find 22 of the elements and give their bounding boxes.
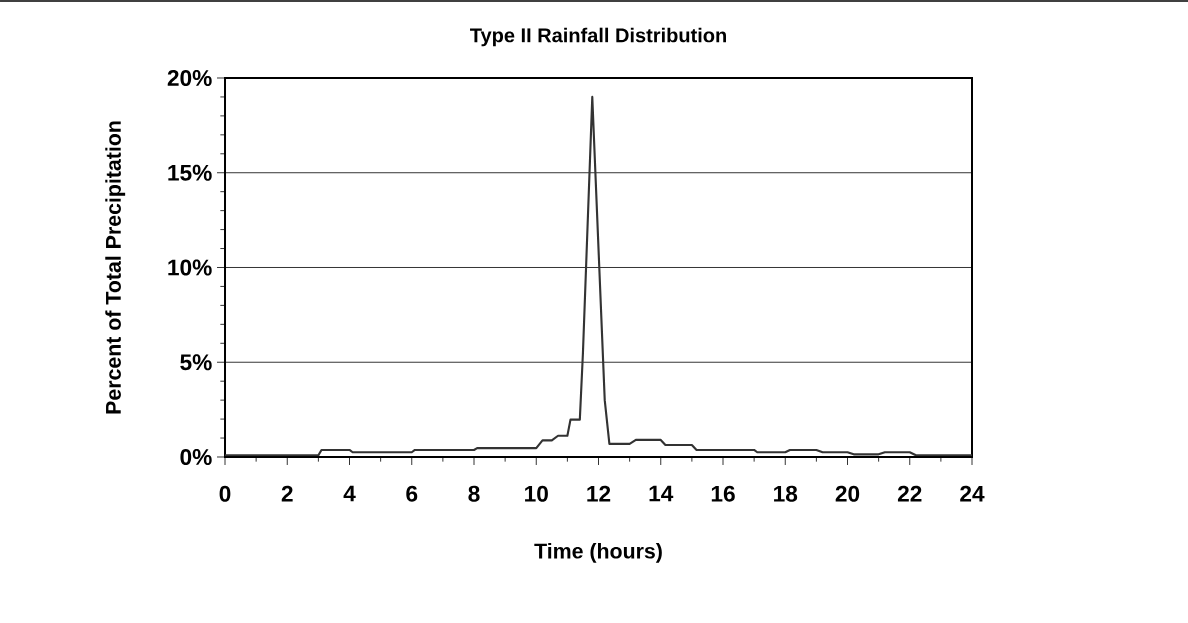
x-tick-label: 22 [897,485,922,502]
chart-title: Type II Rainfall Distribution [470,27,726,47]
x-tick-label: 18 [774,485,798,502]
line-series [225,95,972,457]
y-tick-label: 20% [167,69,212,87]
x-tick-label: 24 [960,485,985,502]
x-tick-label: 16 [711,485,735,502]
x-tick-label: 14 [649,485,674,502]
y-tick-label: 5% [180,354,212,371]
y-tick-label: 0% [180,448,212,466]
x-tick-label: 12 [587,485,611,502]
x-tick-label: 10 [525,485,548,502]
y-tick-label: 10% [168,259,212,276]
x-tick-label: 6 [406,485,418,502]
x-tick-label: 8 [468,485,480,502]
y-axis-title: Percent of Total Precipitation [105,121,126,414]
y-tick-label: 15% [168,164,212,181]
x-tick-label: 4 [343,485,356,502]
x-tick-label: 20 [835,485,860,502]
x-axis-title: Time (hours) [534,542,662,563]
x-tick-label: 2 [281,485,293,502]
x-tick-label: 0 [219,485,231,502]
